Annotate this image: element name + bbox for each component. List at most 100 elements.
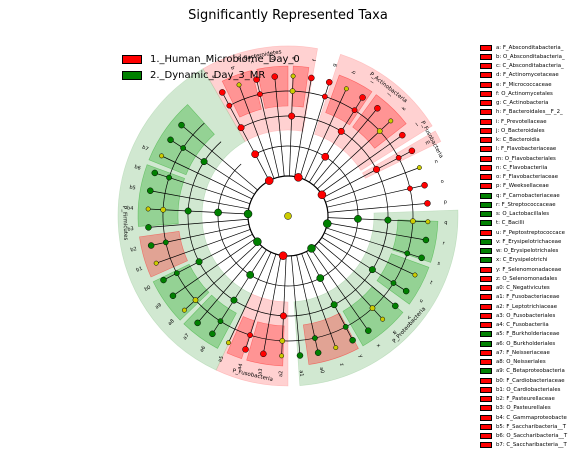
key-label-z: z: O_Selenomonadales — [496, 275, 558, 282]
clade-id-label-a8: a8 — [167, 318, 176, 327]
cladogram: a b c d e f g h i j k l m n o p q r s t u v w x y z a0 a1 a2 a3 a4 a5 a6… — [117, 45, 459, 387]
subclade-sector-16 — [148, 104, 215, 176]
key-swatch-e — [480, 81, 492, 88]
key-label-n: n: C_Flavobacteriia — [496, 164, 548, 171]
order-node-33 — [230, 296, 238, 304]
clade-id-label-r: r — [442, 240, 446, 246]
branch-16 — [327, 203, 428, 213]
key-label-a6: a6: O_Burkholderiales — [496, 340, 556, 347]
subclade-sector-4 — [325, 74, 373, 126]
order-node-17 — [384, 216, 392, 224]
family-node-23 — [369, 305, 376, 311]
key-swatch-m — [480, 155, 492, 162]
clade-id-label-w: w — [391, 329, 398, 336]
family-node-11 — [376, 128, 383, 134]
key-row-a1: a1: F_Fusobacteriaceae — [480, 293, 576, 302]
leaf-node-7 — [325, 78, 333, 86]
subclade-sector-15 — [137, 164, 186, 227]
key-label-b2: b2: F_Pasteurellaceae — [496, 396, 555, 403]
key-label-j: j: O_Bacteroidales — [496, 127, 545, 134]
leaf-node-38 — [153, 260, 159, 266]
class-node-33 — [246, 271, 255, 279]
leaf-node-34 — [194, 319, 201, 327]
key-label-a3: a3: O_Fusobacteriales — [496, 312, 556, 319]
clade-sector-4 — [293, 209, 459, 386]
legend-swatch-2 — [122, 70, 142, 80]
key-row-j: j: O_Bacteroidales — [480, 126, 576, 135]
level-arc-2 — [187, 115, 389, 317]
family-node-45 — [180, 145, 186, 151]
order-node-13 — [373, 166, 380, 173]
branch-24 — [310, 248, 369, 331]
key-swatch-q — [480, 192, 492, 199]
clade-id-label-e: e — [291, 56, 297, 59]
leaf-node-30 — [260, 350, 267, 358]
family-node-41 — [160, 206, 167, 213]
key-swatch-b6 — [480, 433, 492, 440]
key-row-a2: a2: F_Leptotrichiaceae — [480, 302, 576, 311]
key-row-a0: a0: C_Negativicutes — [480, 284, 576, 293]
key-label-c: c: C_Absconditabacteria_ — [496, 63, 564, 70]
level-arc-3 — [162, 90, 414, 342]
family-node-29 — [279, 338, 286, 344]
leaf-node-5 — [290, 73, 296, 79]
key-label-b5: b5: F_Saccharibacteria__T — [496, 423, 567, 430]
key-label-g: g: C_Actinobacteria — [496, 100, 549, 107]
key-row-p: p: F_Weeksellaceae — [480, 182, 576, 191]
key-row-b7: b7: C_Saccharibacteria__T — [480, 441, 576, 450]
leaf-node-41 — [145, 206, 151, 212]
key-swatch-p — [480, 183, 492, 190]
branch-46 — [181, 124, 258, 191]
key-row-b2: b2: F_Pasteurellaceae — [480, 395, 576, 404]
clade-id-label-o: o — [440, 179, 444, 186]
key-label-a7: a7: F_Neisseriaceae — [496, 349, 550, 356]
branch-6 — [294, 77, 312, 177]
subclade-sector-6 — [392, 219, 439, 263]
subclade-sector-11 — [226, 316, 255, 360]
clade-id-label-i: i — [370, 80, 376, 84]
leaf-node-9 — [359, 94, 366, 101]
leaf-node-32 — [225, 340, 231, 346]
key-row-a5: a5: F_Burkholderiaceae — [480, 330, 576, 339]
key-swatch-i — [480, 118, 492, 125]
key-row-h: h: F_Bacteroidales__F_2_ — [480, 108, 576, 117]
key-label-h: h: F_Bacteroidales__F_2_ — [496, 109, 563, 116]
key-swatch-v — [480, 238, 492, 245]
family-node-21 — [390, 280, 397, 286]
family-node-19 — [404, 250, 411, 257]
leaf-node-22 — [392, 302, 399, 310]
clade-id-label-a2: a2 — [278, 371, 284, 378]
clade-id-label-t: t — [429, 280, 433, 286]
legend-label-1: 1._Human_Microbiome_Day_0 — [150, 53, 300, 65]
key-label-m: m: O_Flavobacteriales — [496, 155, 556, 162]
key-row-x: x: C_Erysipelotrichi — [480, 256, 576, 265]
clade-id-label-x: x — [375, 343, 382, 349]
leaf-node-36 — [169, 292, 177, 300]
key-label-a8: a8: O_Neisseriales — [496, 359, 546, 366]
key-row-b6: b6: O_Saccharibacteria__T — [480, 432, 576, 441]
clade-id-label-b5: b5 — [129, 184, 136, 191]
leaf-node-2 — [236, 82, 242, 88]
leaf-node-40 — [145, 224, 152, 231]
leaf-node-39 — [147, 242, 155, 249]
key-label-e: e: F_Micrococcaceae — [496, 81, 552, 88]
family-node-3 — [257, 91, 263, 98]
order-node-41 — [184, 207, 192, 215]
root-node — [284, 212, 292, 220]
leaf-node-26 — [333, 345, 339, 351]
key-label-b: b: O_Absconditabacteria_ — [496, 53, 565, 60]
key-row-a4: a4: C_Fusobacteriia — [480, 321, 576, 330]
family-node-35 — [192, 297, 199, 303]
phylum-node-7 — [253, 237, 262, 246]
clade-id-label-a7: a7 — [182, 333, 191, 342]
key-label-x: x: C_Erysipelotrichi — [496, 257, 548, 264]
key-swatch-h — [480, 109, 492, 116]
clade-id-label-a9: a9 — [154, 302, 163, 310]
key-row-b1: b1: O_Cardiobacteriales — [480, 385, 576, 394]
key-swatch-a — [480, 44, 492, 51]
phylum-node-8 — [243, 209, 253, 219]
family-node-39 — [162, 239, 169, 246]
key-label-b0: b0: F_Cardiobacteriaceae — [496, 377, 565, 384]
family-node-17 — [410, 218, 416, 224]
key-row-n: n: C_Flavobacteriia — [480, 163, 576, 172]
